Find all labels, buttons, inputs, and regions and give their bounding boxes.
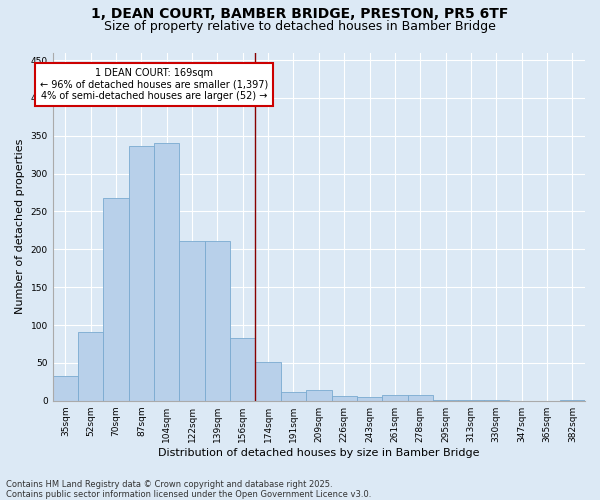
Y-axis label: Number of detached properties: Number of detached properties <box>15 139 25 314</box>
Bar <box>382 396 407 400</box>
Bar <box>332 396 357 400</box>
Text: Size of property relative to detached houses in Bamber Bridge: Size of property relative to detached ho… <box>104 20 496 33</box>
Bar <box>129 146 154 400</box>
Text: Contains HM Land Registry data © Crown copyright and database right 2025.
Contai: Contains HM Land Registry data © Crown c… <box>6 480 371 499</box>
Bar <box>256 362 281 401</box>
X-axis label: Distribution of detached houses by size in Bamber Bridge: Distribution of detached houses by size … <box>158 448 479 458</box>
Bar <box>281 392 306 400</box>
Text: 1, DEAN COURT, BAMBER BRIDGE, PRESTON, PR5 6TF: 1, DEAN COURT, BAMBER BRIDGE, PRESTON, P… <box>91 8 509 22</box>
Bar <box>179 241 205 400</box>
Bar <box>407 396 433 400</box>
Bar <box>154 142 179 400</box>
Bar <box>357 397 382 400</box>
Bar <box>205 241 230 400</box>
Bar <box>103 198 129 400</box>
Text: 1 DEAN COURT: 169sqm
← 96% of detached houses are smaller (1,397)
4% of semi-det: 1 DEAN COURT: 169sqm ← 96% of detached h… <box>40 68 268 101</box>
Bar <box>78 332 103 400</box>
Bar <box>306 390 332 400</box>
Bar <box>53 376 78 400</box>
Bar <box>230 338 256 400</box>
